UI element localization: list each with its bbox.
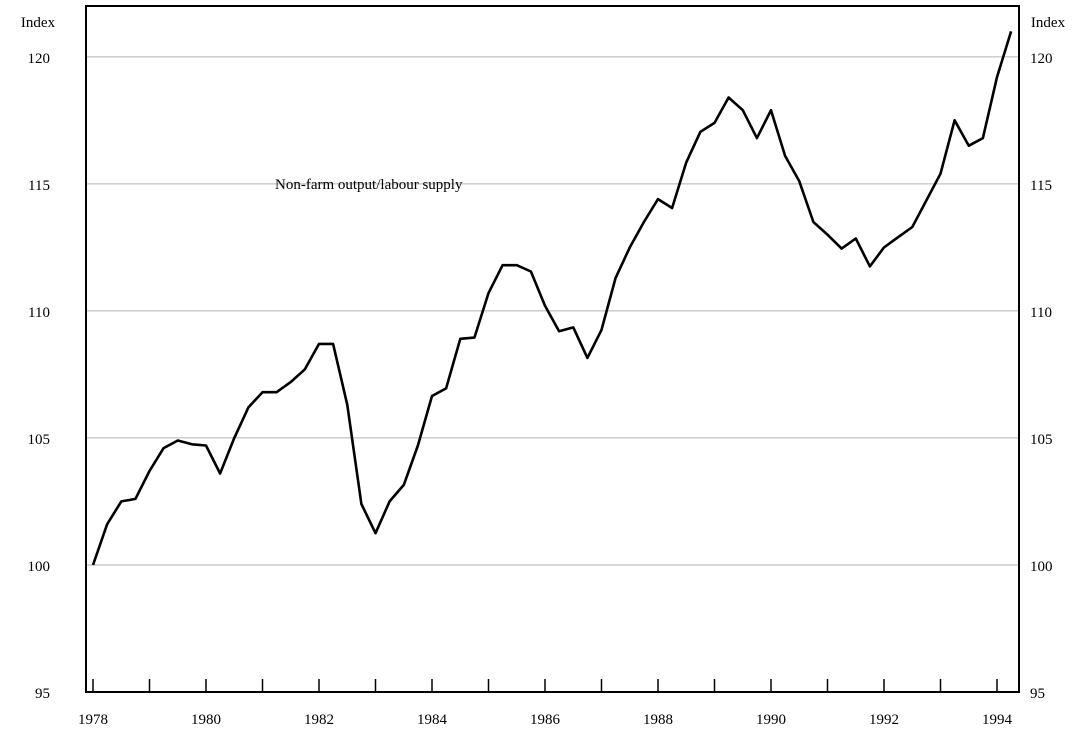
y-tick-label-right: 120 bbox=[1030, 51, 1053, 67]
x-tick-label: 1982 bbox=[304, 712, 334, 728]
series-annotation: Non-farm output/labour supply bbox=[275, 177, 463, 193]
right-axis-unit: Index bbox=[1031, 15, 1066, 31]
y-tick-label-left: 115 bbox=[28, 178, 50, 194]
y-tick-label-right: 95 bbox=[1030, 686, 1045, 702]
y-tick-label-right: 105 bbox=[1030, 432, 1053, 448]
x-tick-label: 1986 bbox=[530, 712, 561, 728]
y-tick-label-left: 105 bbox=[28, 432, 51, 448]
plot-frame bbox=[85, 5, 1020, 693]
y-tick-label-left: 95 bbox=[35, 686, 50, 702]
x-axis-labels: 1978 1980 1982 1984 1986 1988 1990 1992 1994 bbox=[78, 712, 1013, 728]
y-tick-label-right: 100 bbox=[1030, 559, 1053, 575]
y-tick-label-left: 120 bbox=[28, 51, 51, 67]
y-tick-label-left: 110 bbox=[28, 305, 50, 321]
x-tick-label: 1994 bbox=[982, 712, 1013, 728]
series-line bbox=[91, 31, 1013, 566]
left-axis-unit: Index bbox=[21, 15, 56, 31]
x-tick-label: 1980 bbox=[191, 712, 221, 728]
y-axis-right-labels: 95 100 105 110 115 120 bbox=[1030, 51, 1053, 702]
y-tick-label-left: 100 bbox=[28, 559, 51, 575]
axis-ticks bbox=[92, 679, 998, 692]
gridlines bbox=[86, 56, 1019, 566]
series-layer bbox=[91, 31, 1013, 566]
x-tick-label: 1988 bbox=[643, 712, 673, 728]
x-tick-label: 1984 bbox=[417, 712, 448, 728]
x-tick-label: 1992 bbox=[869, 712, 899, 728]
x-tick-label: 1978 bbox=[78, 712, 108, 728]
y-tick-label-right: 115 bbox=[1030, 178, 1052, 194]
x-tick-label: 1990 bbox=[756, 712, 786, 728]
y-axis-left-labels: 95 100 105 110 115 120 bbox=[28, 51, 51, 702]
y-tick-label-right: 110 bbox=[1030, 305, 1052, 321]
